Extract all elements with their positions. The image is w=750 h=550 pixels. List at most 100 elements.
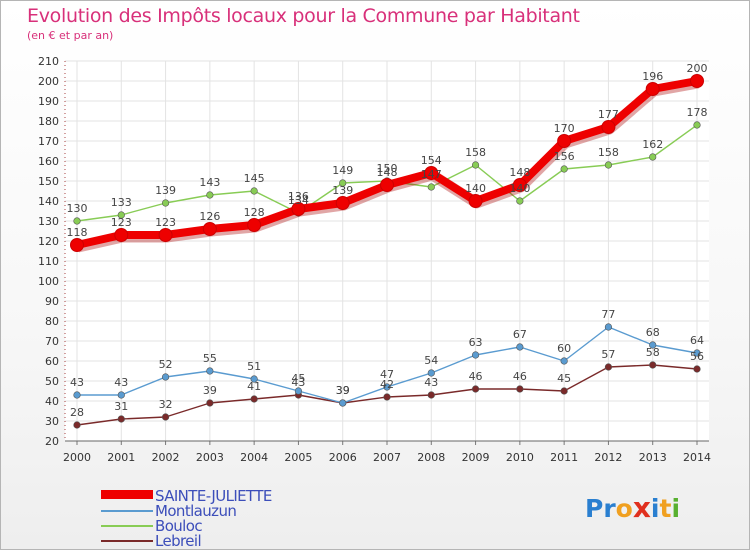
data-label: 64	[690, 334, 704, 347]
data-point-montlauzun	[73, 391, 81, 399]
x-tick-label: 2003	[196, 451, 224, 464]
logo-letter: t	[659, 494, 672, 523]
data-point-sainte-juliette	[468, 194, 483, 208]
data-label: 39	[336, 384, 350, 397]
data-point-lebreil	[73, 421, 81, 429]
data-point-bouloc	[604, 161, 613, 169]
data-point-montlauzun	[560, 357, 568, 365]
legend-swatch-bouloc	[101, 525, 153, 527]
data-label: 158	[598, 146, 619, 159]
data-point-montlauzun	[649, 341, 657, 349]
data-point-sainte-juliette	[601, 120, 616, 134]
data-label: 133	[111, 196, 132, 209]
x-tick-label: 2002	[152, 451, 180, 464]
data-point-sainte-juliette	[114, 228, 129, 242]
y-tick-label: 160	[38, 155, 59, 168]
data-label: 134	[288, 194, 309, 207]
data-label: 156	[554, 150, 575, 163]
data-label: 28	[70, 406, 84, 419]
x-tick-label: 2008	[417, 451, 445, 464]
data-point-bouloc	[471, 161, 480, 169]
data-point-sainte-juliette	[690, 74, 704, 88]
data-label: 158	[465, 146, 486, 159]
data-label: 57	[601, 348, 615, 361]
data-point-montlauzun	[339, 399, 347, 407]
y-tick-label: 50	[45, 375, 59, 388]
data-label: 46	[513, 370, 527, 383]
data-point-lebreil	[604, 363, 613, 371]
data-label: 143	[199, 176, 220, 189]
data-point-montlauzun	[427, 369, 435, 377]
data-label: 126	[199, 210, 220, 223]
y-tick-label: 30	[45, 415, 59, 428]
x-tick-label: 2004	[240, 451, 268, 464]
data-label: 149	[332, 164, 353, 177]
data-label: 123	[111, 216, 132, 229]
data-label: 45	[291, 372, 305, 385]
data-label: 63	[469, 336, 483, 349]
data-point-sainte-juliette	[557, 134, 572, 148]
data-label: 200	[687, 62, 708, 75]
data-label: 54	[424, 354, 438, 367]
data-point-bouloc	[427, 183, 435, 191]
y-tick-label: 110	[38, 255, 59, 268]
data-point-montlauzun	[604, 323, 613, 331]
data-label: 46	[469, 370, 483, 383]
data-label: 39	[203, 384, 217, 397]
data-label: 130	[67, 202, 88, 215]
x-tick-label: 2000	[63, 451, 91, 464]
data-point-montlauzun	[161, 373, 170, 381]
data-label: 47	[380, 368, 394, 381]
legend-swatch-sainte-juliette	[101, 490, 153, 499]
logo-letter: i	[650, 494, 660, 523]
y-tick-label: 80	[45, 315, 59, 328]
data-point-lebreil	[117, 415, 125, 423]
data-label: 128	[244, 206, 265, 219]
data-label: 43	[291, 376, 305, 389]
legend-label: Montlauzun	[155, 502, 237, 520]
logo-letter: i	[671, 494, 681, 523]
data-point-bouloc	[250, 187, 258, 195]
data-point-montlauzun	[206, 367, 214, 375]
logo-letter: r	[603, 494, 616, 523]
chart-subtitle: (en € et par an)	[27, 29, 114, 42]
data-point-montlauzun	[471, 351, 480, 359]
data-label: 154	[421, 154, 442, 167]
y-tick-label: 180	[38, 115, 59, 128]
data-label: 58	[646, 346, 660, 359]
data-label: 178	[687, 106, 708, 119]
data-label: 140	[465, 182, 486, 195]
data-point-bouloc	[206, 191, 214, 199]
data-label: 43	[114, 376, 128, 389]
x-tick-label: 2013	[639, 451, 667, 464]
data-point-sainte-juliette	[158, 228, 173, 242]
data-label: 140	[509, 182, 530, 195]
data-label: 32	[159, 398, 173, 411]
data-label: 139	[332, 184, 353, 197]
data-point-sainte-juliette	[247, 218, 262, 232]
y-tick-label: 130	[38, 215, 59, 228]
data-label: 139	[155, 184, 176, 197]
data-label: 55	[203, 352, 217, 365]
data-point-sainte-juliette	[70, 238, 84, 252]
y-tick-label: 120	[38, 235, 59, 248]
data-point-bouloc	[649, 153, 657, 161]
data-label: 56	[690, 350, 704, 363]
x-tick-label: 2006	[329, 451, 357, 464]
x-tick-label: 2014	[683, 451, 711, 464]
data-point-sainte-juliette	[380, 178, 394, 192]
data-label: 41	[247, 380, 261, 393]
legend-swatch-montlauzun	[101, 510, 153, 512]
y-tick-label: 100	[38, 275, 59, 288]
data-point-lebreil	[693, 365, 701, 373]
legend-label: Bouloc	[155, 517, 203, 535]
data-point-montlauzun	[516, 343, 524, 351]
data-point-sainte-juliette	[291, 202, 306, 216]
data-label: 148	[509, 166, 530, 179]
proxiti-logo: Proxiti	[585, 491, 680, 524]
legend-label: Lebreil	[155, 532, 202, 550]
y-tick-label: 200	[38, 75, 59, 88]
data-point-montlauzun	[294, 387, 303, 395]
data-label: 39	[336, 384, 350, 397]
